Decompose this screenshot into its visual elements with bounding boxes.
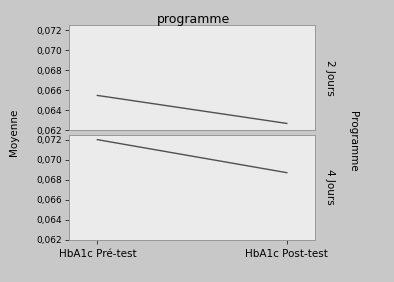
Text: programme: programme bbox=[156, 13, 230, 26]
Text: 2 Jours: 2 Jours bbox=[325, 60, 335, 96]
Text: Programme: Programme bbox=[348, 111, 358, 171]
Text: 4 Jours: 4 Jours bbox=[325, 169, 335, 205]
Text: Moyenne: Moyenne bbox=[9, 109, 19, 156]
